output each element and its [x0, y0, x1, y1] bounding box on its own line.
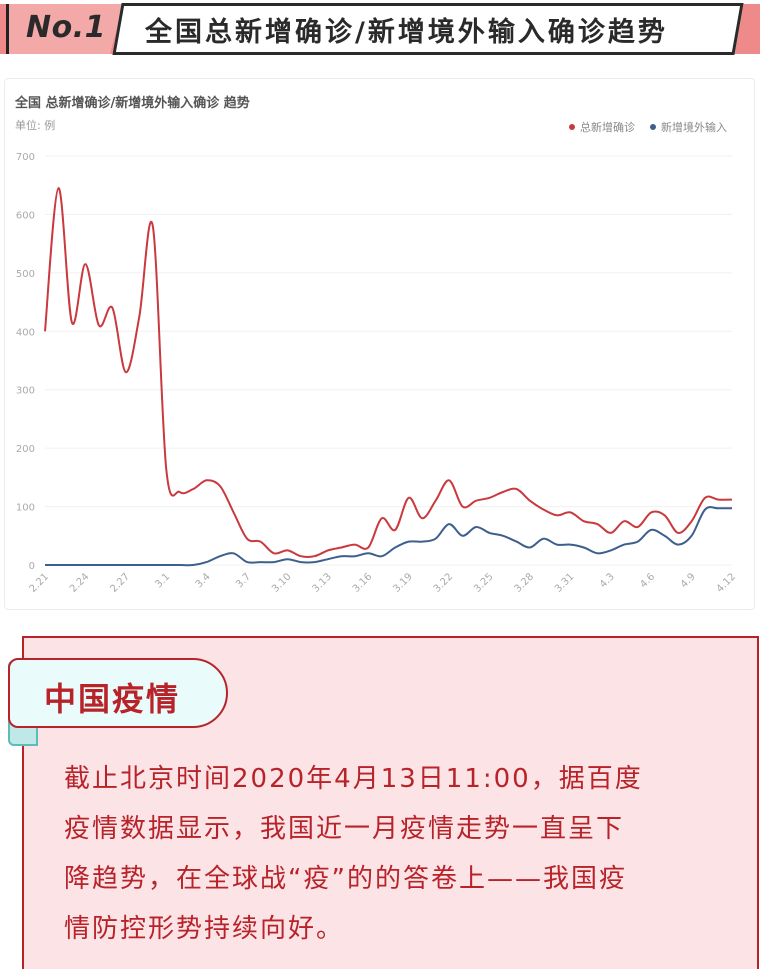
series-line-total: [44, 187, 733, 558]
x-tick-label: 2.21: [28, 571, 52, 595]
info-line: 情防控形势持续向好。: [64, 914, 345, 944]
section-title: 中国疫情: [44, 680, 181, 718]
x-tick-label: 3.16: [351, 571, 375, 595]
legend-label: 总新增确诊: [580, 120, 635, 134]
unit-label: 单位: 例: [15, 118, 55, 132]
info-paragraph: 截止北京时间2020年4月13日11:00，据百度 疫情数据显示，我国近一月疫情…: [64, 754, 734, 954]
info-line: 截止北京时间2020年4月13日11:00，据百度: [64, 764, 643, 794]
legend-label: 新增境外输入: [661, 120, 727, 134]
y-tick-label: 700: [16, 152, 35, 163]
series-line-imported: [45, 506, 733, 567]
x-tick-label: 4.12: [715, 571, 739, 595]
x-tick-label: 4.9: [679, 571, 698, 590]
x-tick-label: 3.10: [270, 571, 294, 595]
y-tick-label: 300: [16, 386, 35, 397]
page-title: 全国总新增确诊/新增境外输入确诊趋势: [145, 17, 668, 48]
x-tick-label: 2.24: [68, 571, 92, 595]
x-tick-label: 3.1: [153, 571, 172, 590]
info-line: 疫情数据显示，我国近一月疫情走势一直呈下: [64, 814, 625, 844]
info-line: 降趋势，在全球战“疫”的的答卷上——我国疫: [64, 864, 627, 894]
y-tick-label: 200: [16, 444, 35, 455]
x-tick-label: 4.6: [638, 571, 657, 590]
x-tick-label: 3.22: [432, 571, 456, 595]
y-tick-label: 100: [16, 503, 35, 514]
x-tick-label: 3.31: [553, 571, 577, 595]
y-tick-label: 400: [16, 327, 35, 338]
legend-marker: [650, 124, 656, 130]
legend-marker: [569, 124, 575, 130]
number-badge: [6, 4, 124, 54]
chart-title: 全国 总新增确诊/新增境外输入确诊 趋势: [14, 95, 250, 111]
x-tick-label: 4.3: [598, 571, 617, 590]
y-tick-label: 600: [16, 210, 35, 221]
x-tick-label: 2.27: [108, 571, 132, 595]
x-tick-label: 3.4: [194, 571, 213, 590]
number-badge-label: No.1: [26, 10, 106, 45]
y-tick-label: 500: [16, 269, 35, 280]
section-tab: [8, 658, 228, 728]
chart-card: 全国 总新增确诊/新增境外输入确诊 趋势 单位: 例 0 100 200 300 400 50…: [4, 78, 755, 610]
header-banner: No.1 全国总新增确诊/新增境外输入确诊趋势: [0, 0, 760, 58]
x-tick-label: 3.19: [391, 571, 415, 595]
x-tick-label: 3.13: [310, 571, 334, 595]
x-tick-label: 3.28: [513, 571, 537, 595]
x-tick-label: 3.25: [472, 571, 496, 595]
x-tick-label: 3.7: [234, 571, 253, 590]
y-tick-label: 0: [29, 561, 35, 572]
